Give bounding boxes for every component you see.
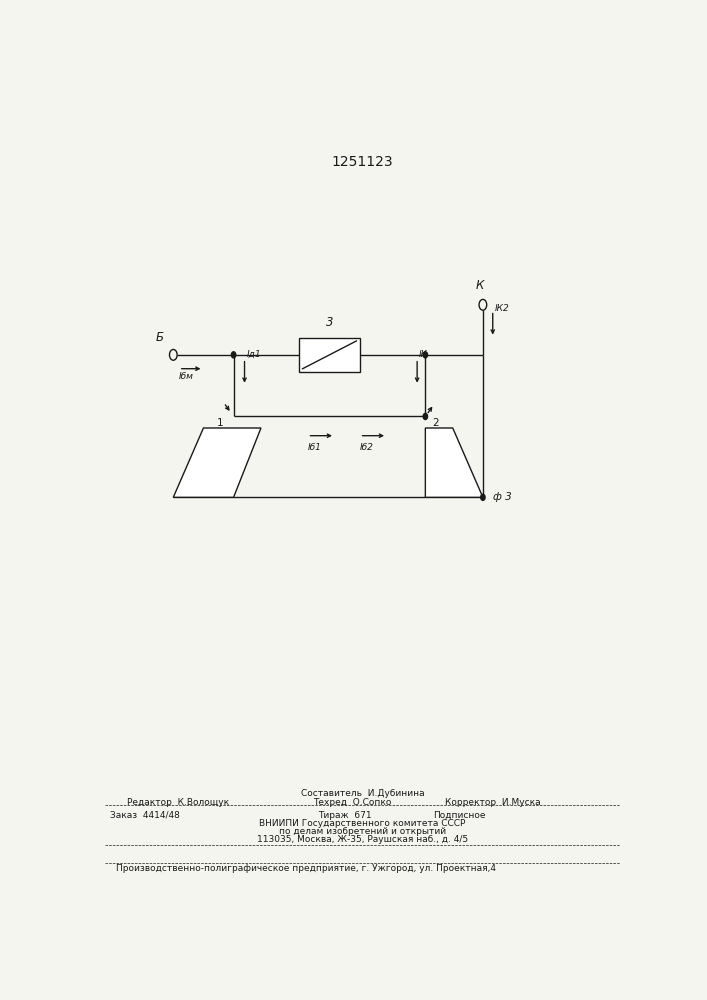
Text: Техред  О.Сопко: Техред О.Сопко (313, 798, 392, 807)
Circle shape (481, 494, 485, 500)
Text: Редактор  К.Волощук: Редактор К.Волощук (127, 798, 229, 807)
Text: Б: Б (156, 331, 163, 344)
Circle shape (423, 352, 428, 358)
Text: Iб2: Iб2 (360, 443, 373, 452)
Text: Корректор  И.Муска: Корректор И.Муска (445, 798, 540, 807)
Text: Подписное: Подписное (433, 811, 486, 820)
Text: 2: 2 (432, 418, 438, 428)
Text: 3: 3 (326, 316, 333, 329)
Circle shape (423, 413, 428, 420)
Text: К: К (476, 279, 484, 292)
Text: Заказ  4414/48: Заказ 4414/48 (110, 811, 180, 820)
Text: ВНИИПИ Государственного комитета СССР: ВНИИПИ Государственного комитета СССР (259, 819, 465, 828)
Text: Iд1: Iд1 (247, 350, 262, 359)
Circle shape (231, 352, 235, 358)
Polygon shape (173, 428, 261, 497)
Text: 1: 1 (217, 418, 223, 428)
Polygon shape (426, 428, 483, 497)
Bar (299, 338, 360, 372)
Text: по делам изобретений и открытий: по делам изобретений и открытий (279, 827, 446, 836)
Text: Составитель  И.Дубинина: Составитель И.Дубинина (300, 789, 424, 798)
Text: Производственно-полиграфическое предприятие, г. Ужгород, ул. Проектная,4: Производственно-полиграфическое предприя… (116, 864, 496, 873)
Text: IK: IK (419, 350, 427, 359)
Text: 1251123: 1251123 (332, 155, 393, 169)
Text: ф 3: ф 3 (493, 492, 511, 502)
Text: Тираж  671: Тираж 671 (319, 811, 372, 820)
Text: 113035, Москва, Ж-35, Раушская наб., д. 4/5: 113035, Москва, Ж-35, Раушская наб., д. … (257, 835, 468, 844)
Text: Iб1: Iб1 (308, 443, 322, 452)
Text: IК2: IК2 (495, 304, 510, 313)
Text: Iбм: Iбм (179, 372, 194, 381)
